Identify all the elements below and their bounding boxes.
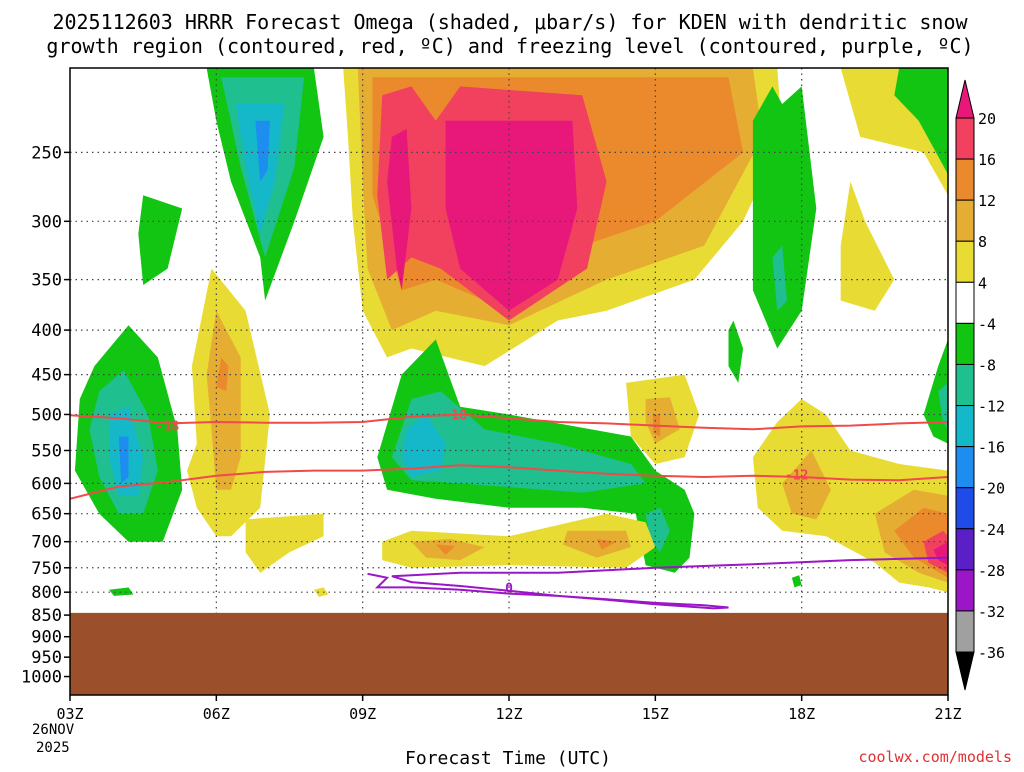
contour-layer: -18 -18 -12 0	[70, 408, 948, 610]
chart-title-line2: growth region (contoured, red, ºC) and f…	[46, 34, 973, 58]
y-tick-label-400: 400	[31, 321, 62, 341]
colorbar-box-2	[955, 158, 975, 201]
date-label-year: 2025	[36, 740, 70, 756]
dgz-contour-label-2: -12	[785, 468, 808, 483]
colorbar-box-4	[955, 240, 975, 283]
omega-area--8	[109, 587, 134, 596]
colorbar-label--12: -12	[978, 398, 1005, 416]
freezing-level-contour	[367, 556, 948, 610]
omega-area--8	[138, 195, 183, 285]
colorbar-bottom-extension	[955, 651, 975, 691]
colorbar-label-12: 12	[978, 192, 996, 210]
y-tick-label-600: 600	[31, 474, 62, 494]
omega-area-12	[216, 357, 229, 392]
colorbar-label--20: -20	[978, 480, 1005, 498]
x-tick-label-21: 21Z	[934, 705, 961, 723]
omega-area-20	[445, 120, 578, 311]
y-tick-label-500: 500	[31, 405, 62, 425]
omega-area--12	[391, 391, 646, 493]
credit-label: coolwx.com/models	[858, 748, 1012, 766]
colorbar-label--16: -16	[978, 439, 1005, 457]
colorbar-box-8	[955, 405, 975, 448]
y-tick-label-900: 900	[31, 628, 62, 648]
grid-layer	[70, 68, 948, 613]
x-tick-label-9: 09Z	[349, 705, 376, 723]
y-tick-label-550: 550	[31, 442, 62, 462]
colorbar-label--36: -36	[978, 644, 1005, 662]
colorbar-label--32: -32	[978, 603, 1005, 621]
freezing-level-label: 0	[505, 581, 513, 596]
omega-shading-layer	[74, 68, 948, 597]
y-tick-label-800: 800	[31, 583, 62, 603]
omega-area-12	[435, 544, 456, 555]
colorbar-label--24: -24	[978, 521, 1005, 539]
x-tick-label-18: 18Z	[788, 705, 815, 723]
colorbar-box-6	[955, 322, 975, 365]
colorbar-label-8: 8	[978, 233, 987, 251]
y-tick-label-650: 650	[31, 505, 62, 525]
date-label-day: 26NOV	[32, 722, 75, 738]
omega-area--12	[938, 382, 948, 430]
y-tick-label-350: 350	[31, 271, 62, 291]
y-tick-label-250: 250	[31, 143, 62, 163]
colorbar-box-11	[955, 528, 975, 571]
colorbar-box-13	[955, 610, 975, 653]
omega-area--16	[401, 414, 446, 477]
colorbar-box-7	[955, 363, 975, 407]
x-tick-label-3: 03Z	[56, 705, 83, 723]
time-axis: 03Z 06Z 09Z 12Z 15Z 18Z 21Z	[56, 695, 962, 723]
y-tick-label-300: 300	[31, 212, 62, 232]
x-axis-label: Forecast Time (UTC)	[405, 748, 611, 768]
colorbar-label--4: -4	[978, 315, 996, 333]
colorbar-box-10	[955, 487, 975, 530]
omega-area-8	[206, 310, 241, 490]
omega-area-8	[782, 450, 831, 520]
colorbar-label-16: 16	[978, 151, 996, 169]
y-tick-label-450: 450	[31, 366, 62, 386]
x-tick-label-6: 06Z	[203, 705, 230, 723]
colorbar: 20 16 12 8 4 -4 -8 -12 -16 -20 -24 -28 -32 -36	[955, 79, 1005, 691]
colorbar-box-5	[955, 281, 975, 324]
colorbar-label-20: 20	[978, 110, 996, 128]
omega-area--8	[791, 575, 802, 588]
y-tick-label-700: 700	[31, 533, 62, 553]
colorbar-label--8: -8	[978, 356, 996, 374]
omega-area--8	[923, 339, 948, 444]
colorbar-box-9	[955, 446, 975, 489]
omega-area-20	[933, 541, 948, 566]
dgz-contour-label-1: -18	[444, 408, 468, 423]
dgz-contour-label-0: -18	[156, 420, 180, 435]
omega-area-4	[840, 181, 895, 311]
colorbar-box-12	[955, 569, 975, 612]
x-tick-label-12: 12Z	[495, 705, 522, 723]
terrain-layer	[70, 612, 948, 695]
omega-area--20	[118, 436, 129, 484]
colorbar-label--28: -28	[978, 562, 1005, 580]
y-tick-label-750: 750	[31, 559, 62, 579]
omega-area-12	[596, 539, 617, 550]
dgz-contour-line-0	[70, 413, 948, 431]
y-tick-label-1000: 1000	[21, 668, 62, 688]
dgz-contour-line-2	[70, 464, 948, 500]
omega-area-4	[313, 587, 329, 597]
omega-area-8	[562, 530, 631, 558]
omega-area--8	[894, 68, 948, 175]
y-tick-label-950: 950	[31, 648, 62, 668]
colorbar-box-1	[955, 117, 975, 160]
colorbar-box-3	[955, 199, 975, 242]
omega-area-4	[245, 513, 324, 573]
terrain-fill	[70, 612, 948, 695]
omega-area--12	[772, 245, 787, 311]
omega-area--20	[255, 120, 270, 182]
colorbar-label-4: 4	[978, 274, 987, 292]
pressure-axis: 2503003504004505005506006507007508008509…	[21, 143, 70, 688]
y-tick-label-850: 850	[31, 606, 62, 626]
x-tick-label-15: 15Z	[642, 705, 669, 723]
omega-area--8	[728, 320, 744, 383]
chart-title-line1: 2025112603 HRRR Forecast Omega (shaded, …	[52, 10, 968, 34]
omega-area-20	[387, 129, 412, 291]
